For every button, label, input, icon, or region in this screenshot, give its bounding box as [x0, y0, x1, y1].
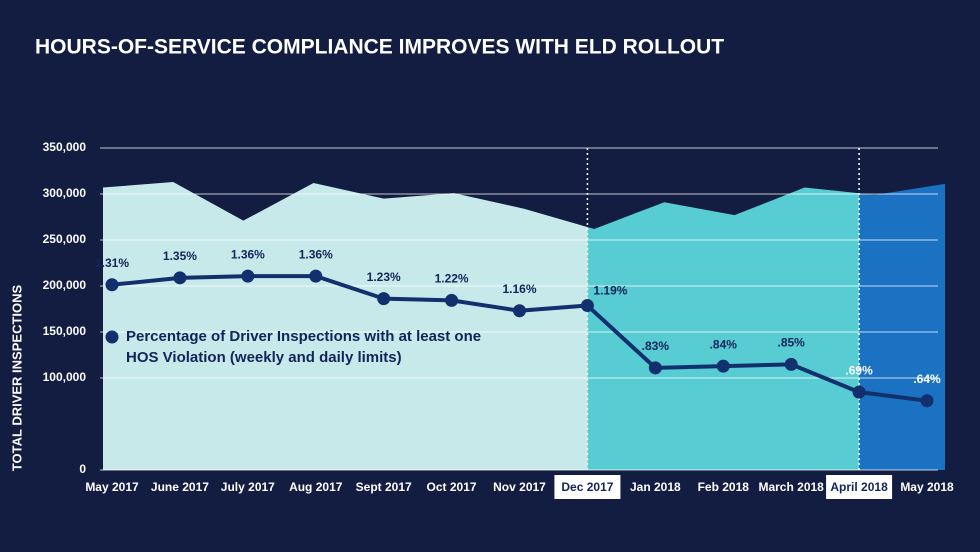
point	[716, 359, 730, 373]
x-tick-label: Sept 2017	[356, 480, 412, 494]
data-label: 1.23%	[367, 270, 401, 284]
y-tick-label: 250,000	[43, 232, 87, 246]
point	[173, 271, 187, 285]
data-label: .69%	[845, 363, 873, 377]
data-label: 1.19%	[593, 284, 627, 298]
area	[103, 182, 945, 471]
x-tick-label: May 2018	[900, 480, 954, 494]
x-tick-label: Dec 2017	[561, 480, 613, 494]
data-label: 1.22%	[435, 272, 469, 286]
data-label: 1.36%	[299, 247, 333, 261]
point	[852, 385, 866, 399]
point	[445, 293, 459, 307]
point	[580, 299, 594, 313]
data-label: .83%	[642, 339, 670, 353]
x-tick-label: Nov 2017	[493, 480, 546, 494]
x-tick-label: Jan 2018	[630, 480, 681, 494]
data-label: 1.31%	[95, 256, 129, 270]
point	[648, 361, 662, 375]
data-label: .85%	[777, 336, 805, 350]
point	[920, 394, 934, 408]
y-tick-label: 200,000	[43, 278, 87, 292]
x-tick-label: Oct 2017	[427, 480, 477, 494]
y-tick-label: 150,000	[43, 324, 87, 338]
category-highlight	[826, 475, 893, 499]
category-highlight	[554, 475, 621, 499]
y-tick-label: 350,000	[43, 140, 87, 154]
chart-title: HOURS-OF-SERVICE COMPLIANCE IMPROVES WIT…	[35, 36, 724, 59]
y-tick-label: 300,000	[43, 186, 87, 200]
x-tick-label: May 2017	[85, 480, 139, 494]
legend-text: Percentage of Driver Inspections with at…	[126, 328, 482, 366]
x-tick-label: Feb 2018	[698, 480, 750, 494]
point	[784, 357, 798, 371]
y-tick-label: 100,000	[43, 370, 87, 384]
point	[513, 304, 526, 318]
point	[241, 269, 255, 283]
legend-marker	[105, 330, 119, 344]
y-axis-title: TOTAL DRIVER INSPECTIONS	[9, 284, 24, 471]
data-label: 1.36%	[231, 247, 265, 261]
data-label: .84%	[710, 337, 738, 351]
x-tick-label: April 2018	[830, 480, 888, 494]
x-tick-label: March 2018	[758, 480, 824, 494]
x-tick-label: July 2017	[221, 480, 275, 494]
y-tick-label: 0	[79, 462, 86, 476]
data-label: .64%	[913, 372, 941, 386]
data-label: 1.16%	[502, 282, 536, 296]
point	[377, 292, 391, 306]
point	[309, 269, 323, 283]
data-label: 1.35%	[163, 249, 197, 263]
point	[105, 278, 119, 292]
x-tick-label: Aug 2017	[289, 480, 343, 494]
x-tick-label: June 2017	[151, 480, 209, 494]
